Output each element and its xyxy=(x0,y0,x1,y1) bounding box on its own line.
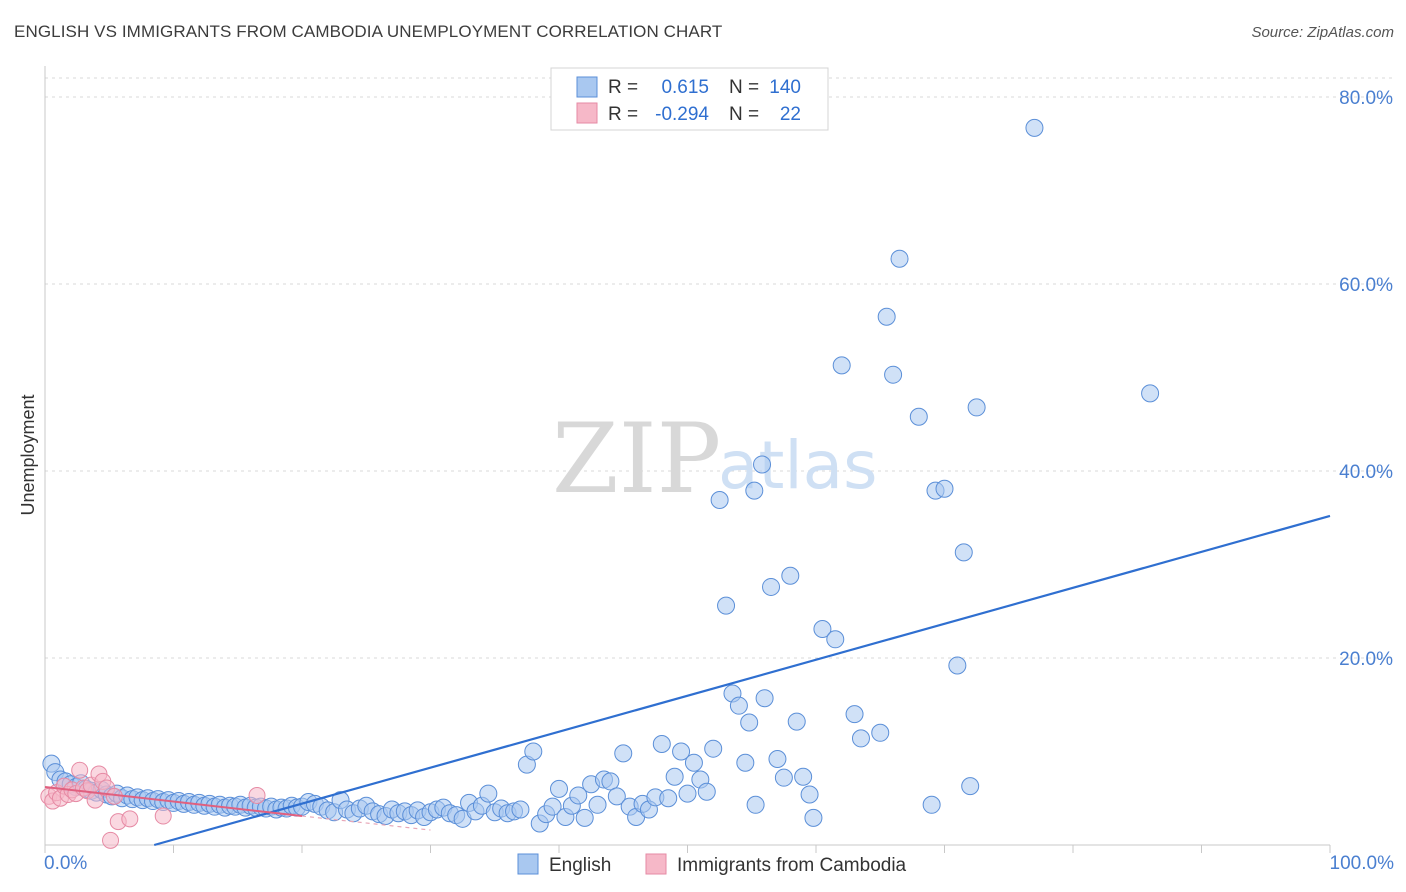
y-axis-label: Unemployment xyxy=(18,394,38,515)
english-point xyxy=(524,742,543,761)
english-point xyxy=(794,767,813,786)
english-point xyxy=(954,543,973,562)
english-point xyxy=(851,729,870,748)
cambodia-points xyxy=(40,761,266,849)
english-point xyxy=(1025,118,1044,137)
legend-swatch-english xyxy=(576,76,598,98)
english-point xyxy=(745,481,764,500)
english-point xyxy=(575,808,594,827)
english-point xyxy=(774,768,793,787)
english-point xyxy=(871,723,890,742)
legend-r-value-english: 0.615 xyxy=(661,77,709,98)
english-point xyxy=(543,797,562,816)
english-point xyxy=(511,800,530,819)
english-point xyxy=(684,753,703,772)
english-point xyxy=(697,782,716,801)
cambodia-point xyxy=(86,791,104,809)
y-tick-label-2: 60.0% xyxy=(1339,275,1393,296)
legend-r-label-cambodia: R = xyxy=(608,104,638,125)
english-point xyxy=(753,455,772,474)
y-tick-labels: 20.0% 40.0% 60.0% 80.0% xyxy=(1339,88,1393,670)
legend-box: R = 0.615 N = 140 R = -0.294 N = 22 xyxy=(550,67,829,131)
english-point xyxy=(672,742,691,761)
english-point xyxy=(768,749,787,768)
english-point xyxy=(813,620,832,639)
english-point xyxy=(717,596,736,615)
cambodia-trend-extension xyxy=(301,815,431,831)
english-point xyxy=(922,795,941,814)
axes xyxy=(44,66,1331,853)
y-tick-label-0: 20.0% xyxy=(1339,649,1393,670)
legend-r-label-english: R = xyxy=(608,77,638,98)
legend-n-label-english: N = xyxy=(729,77,759,98)
y-tick-label-3: 80.0% xyxy=(1339,88,1393,109)
english-point xyxy=(569,786,588,805)
english-point xyxy=(710,490,729,509)
source-label: Source: ZipAtlas.com xyxy=(1251,24,1394,41)
legend-r-value-cambodia: -0.294 xyxy=(655,104,709,125)
english-point xyxy=(740,713,759,732)
english-point xyxy=(729,696,748,715)
english-point xyxy=(479,784,498,803)
english-point xyxy=(762,577,781,596)
bottom-legend-swatch-english xyxy=(517,853,539,875)
english-point xyxy=(948,656,967,675)
cambodia-point xyxy=(121,810,139,828)
english-trend-line xyxy=(153,514,1331,847)
english-point xyxy=(832,356,851,375)
english-point xyxy=(704,739,723,758)
bottom-legend-label-english: English xyxy=(549,855,611,876)
cambodia-point xyxy=(248,786,266,804)
cambodia-trend-line xyxy=(44,786,303,818)
english-point xyxy=(781,566,800,585)
english-point xyxy=(884,365,903,384)
english-point xyxy=(736,753,755,772)
english-point xyxy=(826,630,845,649)
english-point xyxy=(746,795,765,814)
english-point xyxy=(909,407,928,426)
english-point xyxy=(961,777,980,796)
watermark: ZIP atlas xyxy=(552,403,878,515)
cambodia-point xyxy=(102,831,120,849)
english-point xyxy=(935,479,954,498)
bottom-legend-label-cambodia: Immigrants from Cambodia xyxy=(677,855,907,876)
legend-n-label-cambodia: N = xyxy=(729,104,759,125)
watermark-atlas: atlas xyxy=(718,427,878,504)
english-point xyxy=(845,705,864,724)
cambodia-point xyxy=(154,807,172,825)
english-point xyxy=(1141,384,1160,403)
y-tick-label-1: 40.0% xyxy=(1339,462,1393,483)
english-point xyxy=(755,689,774,708)
english-point xyxy=(877,307,896,326)
english-point xyxy=(659,789,678,808)
english-point xyxy=(678,784,697,803)
english-point xyxy=(967,398,986,417)
english-point xyxy=(787,712,806,731)
english-point xyxy=(601,772,620,791)
chart-title: ENGLISH VS IMMIGRANTS FROM CAMBODIA UNEM… xyxy=(14,22,723,41)
english-point xyxy=(665,767,684,786)
trend-lines xyxy=(44,514,1331,847)
legend-n-value-cambodia: 22 xyxy=(780,104,801,125)
english-point xyxy=(800,785,819,804)
english-point xyxy=(588,795,607,814)
english-point xyxy=(550,779,568,798)
watermark-zip: ZIP xyxy=(552,403,721,515)
english-point xyxy=(607,787,626,806)
grid-lines xyxy=(45,77,1392,659)
english-point xyxy=(614,744,633,763)
x-tick-labels: 0.0% 100.0% xyxy=(44,853,1394,874)
english-point xyxy=(804,808,823,827)
bottom-legend: English Immigrants from Cambodia xyxy=(517,853,907,876)
legend-n-value-english: 140 xyxy=(769,77,801,98)
x-tick-label-0: 0.0% xyxy=(44,853,87,874)
english-point xyxy=(890,249,909,268)
x-tick-label-1: 100.0% xyxy=(1330,853,1395,874)
legend-swatch-cambodia xyxy=(576,102,598,124)
bottom-legend-swatch-cambodia xyxy=(645,853,667,875)
english-point xyxy=(652,735,671,754)
cambodia-point xyxy=(71,761,89,779)
